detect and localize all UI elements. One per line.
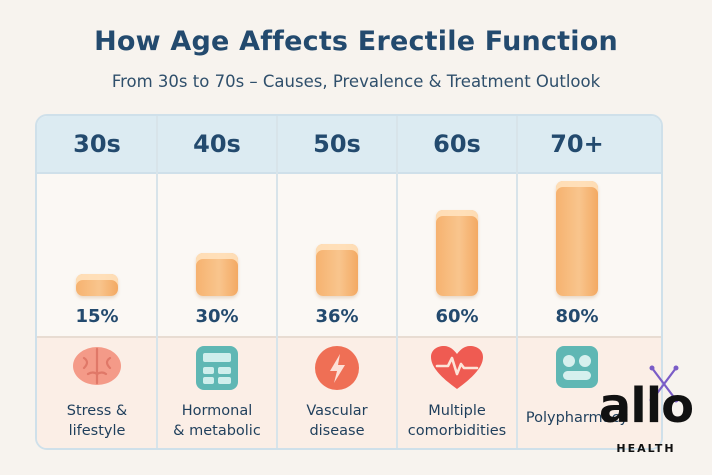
age-label-1: 40s — [193, 130, 241, 158]
cause-line: Vascular — [306, 403, 368, 419]
value-label-3: 60% — [435, 306, 479, 327]
cause-label-3: Multiple comorbidities — [397, 402, 517, 441]
heartbeat-icon — [429, 344, 485, 396]
value-label-0: 15% — [75, 306, 119, 327]
value-label-4: 80% — [555, 306, 599, 327]
bar-60s — [436, 210, 478, 296]
pills-icon — [554, 344, 600, 394]
cause-label-2: Vascular disease — [277, 402, 397, 441]
cause-line: Stress & — [66, 403, 128, 419]
column-divider — [276, 116, 278, 448]
cause-line: comorbidities — [407, 422, 507, 439]
value-label-2: 36% — [315, 306, 359, 327]
age-label-4: 70+ — [550, 130, 604, 158]
cause-label-1: Hormonal & metabolic — [157, 402, 277, 441]
cause-line: Polypharmacy — [525, 410, 629, 426]
logo-subtext: HEALTH — [616, 442, 676, 455]
cause-line: & metabolic — [173, 422, 261, 439]
age-label-2: 50s — [313, 130, 361, 158]
value-label-1: 30% — [195, 306, 239, 327]
cause-line: Hormonal — [181, 403, 253, 419]
age-label-3: 60s — [433, 130, 481, 158]
column-divider — [396, 116, 398, 448]
column-divider — [516, 116, 518, 448]
column-divider — [156, 116, 158, 448]
bar-70+ — [556, 181, 598, 296]
logo-wordmark: allo — [598, 378, 694, 434]
brain-icon — [70, 344, 124, 392]
age-label-0: 30s — [73, 130, 121, 158]
header-band — [37, 116, 661, 174]
bar-50s — [316, 244, 358, 296]
sparkle-icon — [649, 365, 679, 403]
chart-panel: 30s 15% Stress & lifestyle 40s 30% Hormonal & m… — [35, 114, 663, 450]
cause-label-4: Polypharmacy — [517, 409, 637, 429]
allo-health-logo: allo HEALTH — [590, 362, 702, 472]
lightning-icon — [313, 344, 361, 396]
cause-label-0: Stress & lifestyle — [37, 402, 157, 441]
cause-line: disease — [309, 422, 365, 439]
calculator-icon — [194, 344, 240, 396]
chart-title: How Age Affects Erectile Function — [94, 26, 618, 57]
bar-40s — [196, 253, 238, 296]
chart-subtitle: From 30s to 70s – Causes, Prevalence & T… — [111, 72, 601, 91]
cause-line: lifestyle — [68, 422, 126, 439]
bar-30s — [76, 274, 118, 296]
cause-line: Multiple — [428, 403, 486, 419]
